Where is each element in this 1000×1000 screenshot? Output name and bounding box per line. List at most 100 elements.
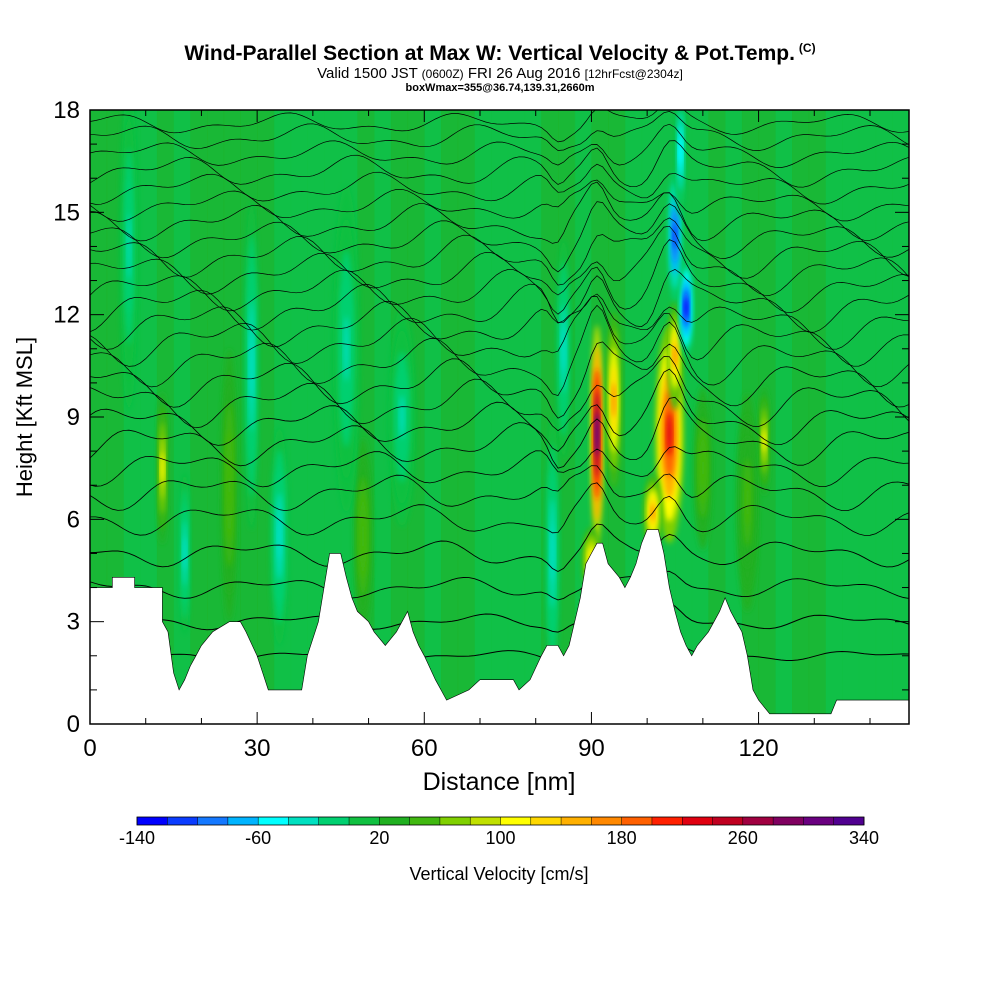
updraft-cell [611,382,616,418]
isentrope-line [90,123,909,168]
y-tick-label: 9 [67,404,80,431]
chart-title: Wind-Parallel Section at Max W: Vertical… [184,42,795,65]
colorbar-swatch [682,817,713,825]
isentrope-line [90,368,909,452]
updraft-cell [666,412,673,456]
colorbar-swatch [833,817,865,825]
x-axis-label: Distance [nm] [423,768,576,796]
colorbar-swatch [500,817,532,825]
colorbar-swatch [349,817,380,825]
isentrope-line [90,225,909,296]
isentrope-line [90,465,909,512]
colorbar-swatch [773,817,804,825]
field-streak [491,110,509,724]
isentrope-contours [90,110,909,665]
colorbar-tick-label: -140 [119,828,155,848]
x-tick-label: 0 [83,735,96,762]
field-streak [190,110,208,724]
isentrope-line [90,239,909,315]
downdraft-cell [684,298,689,318]
x-tick-label: 30 [244,735,271,762]
forecast-tag: [12hrFcst@2304z] [584,67,683,81]
colorbar-swatch [712,817,744,825]
colorbar-swatch [258,817,289,825]
isentrope-line [90,523,909,573]
colorbar-swatch [197,817,229,825]
downdraft-cell [561,326,566,371]
downdraft-cell [343,316,349,382]
y-tick-label: 12 [53,302,80,329]
colorbar-swatch [439,817,471,825]
colorbar-swatch [621,817,653,825]
isentrope-line [90,356,909,432]
downdraft-cell [399,395,405,439]
updraft-cell [745,480,750,525]
x-tick-label: 60 [411,735,438,762]
isentrope-line [90,396,909,469]
downdraft-cell [249,333,254,399]
colorbar-label: Vertical Velocity [cm/s] [409,864,588,884]
isentrope-line [90,293,909,350]
title-tag: (C) [798,41,816,55]
isentrope-line [90,110,909,143]
colorbar-tick-label: 20 [369,828,389,848]
colorbar-tick-label: 260 [728,828,758,848]
updraft-cell [361,516,365,557]
updraft-cell [160,452,165,484]
isentrope-line [90,140,909,188]
isentrope-line [90,111,909,151]
isentrope-line [90,341,909,419]
isentrope-line [90,179,909,222]
x-tick-label: 90 [578,735,605,762]
colorbar-tick-label: 340 [849,828,879,848]
terrain-mask [89,529,910,725]
y-tick-label: 0 [67,711,80,738]
isentrope-line [90,201,909,273]
y-axis-label: Height [Kft MSL] [12,337,37,497]
downdraft-cell [182,537,187,570]
field-streak [290,110,308,724]
downdraft-cell [678,137,683,165]
field-streak [173,110,191,724]
isentrope-line [90,217,909,286]
colorbar-swatch [470,817,501,825]
field-streak [858,110,877,724]
colorbar: -140 -60 20 100 180 260 340 [119,816,879,848]
field-streak [842,110,860,724]
colorbar-swatch [409,817,441,825]
y-tick-label: 3 [67,609,80,636]
field-streak [106,110,124,724]
colorbar-tick-label: 100 [485,828,515,848]
isentrope-line [90,296,909,367]
title-block: Wind-Parallel Section at Max W: Vertical… [0,36,1000,94]
field-streak [457,110,475,724]
colorbar-swatch [137,817,168,825]
field-streak [775,110,793,724]
box-info: boxWmax=355@36.74,139.31,2660m [405,82,595,94]
y-tick-label: 18 [53,97,80,124]
field-streak [507,110,526,724]
colorbar-swatch [379,817,410,825]
valid-utc: (0600Z) [421,67,464,81]
field-streak [374,110,392,724]
field-streak [424,110,442,724]
x-axis: 0 30 60 90 120 [83,110,871,762]
y-tick-label: 15 [53,199,80,226]
colorbar-swatch [318,817,350,825]
downdraft-cell [550,526,555,581]
isentrope-line [90,446,909,488]
colorbar-swatch [651,817,683,825]
colorbar-swatch [227,817,259,825]
y-tick-label: 6 [67,506,80,533]
downdraft-cell [673,223,677,250]
updraft-cell [595,412,599,456]
field-streak [474,110,492,724]
isentrope-line [90,181,909,244]
updraft-cell [673,344,677,367]
updraft-cell [762,429,767,452]
isentrope-line [90,304,909,397]
field-streak [825,110,843,724]
isentrope-line [90,482,909,536]
